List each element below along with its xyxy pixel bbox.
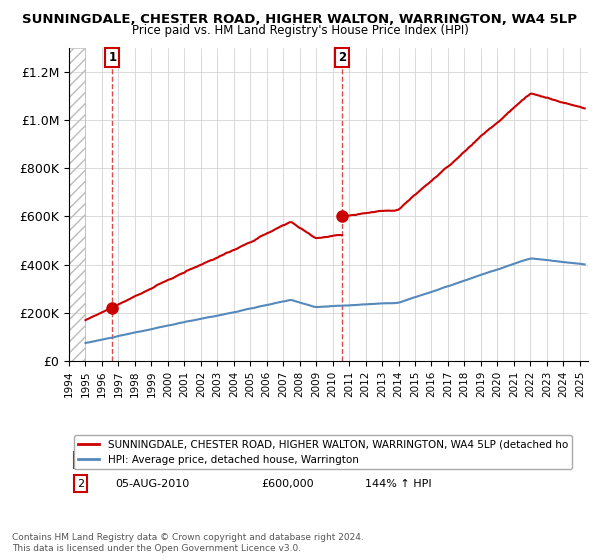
Text: 1: 1 [77, 455, 84, 465]
Text: 19-AUG-1996: 19-AUG-1996 [116, 455, 190, 465]
Text: Contains HM Land Registry data © Crown copyright and database right 2024.
This d: Contains HM Land Registry data © Crown c… [12, 533, 364, 553]
Text: 149% ↑ HPI: 149% ↑ HPI [365, 455, 431, 465]
Text: 05-AUG-2010: 05-AUG-2010 [116, 478, 190, 488]
Text: Price paid vs. HM Land Registry's House Price Index (HPI): Price paid vs. HM Land Registry's House … [131, 24, 469, 37]
Text: £220,000: £220,000 [261, 455, 314, 465]
Text: 2: 2 [338, 52, 346, 64]
Text: 1: 1 [109, 52, 116, 64]
Legend: SUNNINGDALE, CHESTER ROAD, HIGHER WALTON, WARRINGTON, WA4 5LP (detached ho, HPI:: SUNNINGDALE, CHESTER ROAD, HIGHER WALTON… [74, 436, 572, 469]
Text: £600,000: £600,000 [261, 478, 314, 488]
Text: 144% ↑ HPI: 144% ↑ HPI [365, 478, 431, 488]
Text: 2: 2 [77, 478, 84, 488]
Text: SUNNINGDALE, CHESTER ROAD, HIGHER WALTON, WARRINGTON, WA4 5LP: SUNNINGDALE, CHESTER ROAD, HIGHER WALTON… [23, 13, 577, 26]
